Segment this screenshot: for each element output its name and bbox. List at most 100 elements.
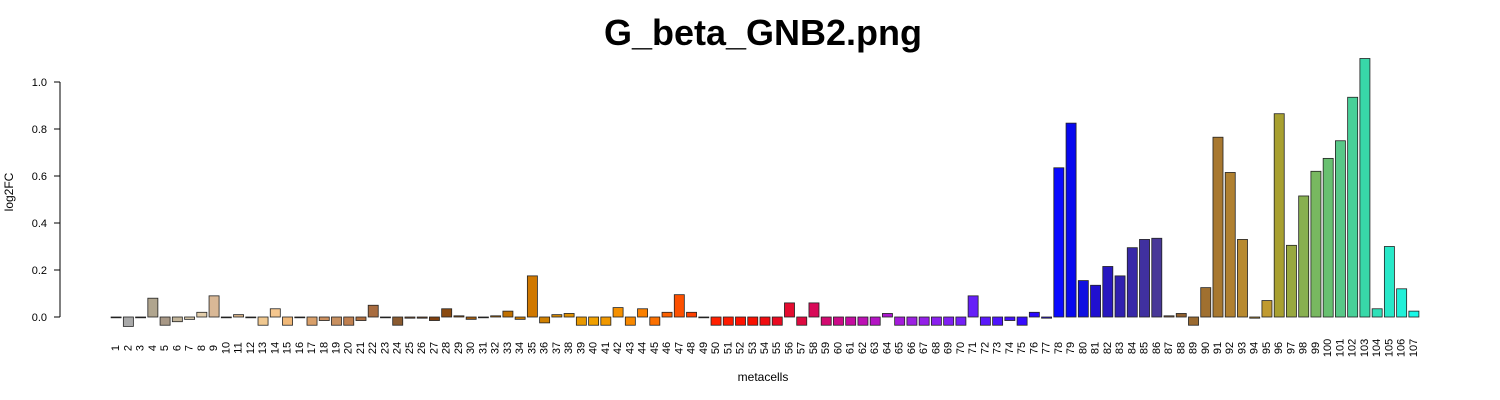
x-tick-label: 76 bbox=[1028, 342, 1040, 354]
x-tick-label: 70 bbox=[955, 342, 967, 354]
x-tick-label: 79 bbox=[1065, 342, 1077, 354]
bar-metacell-8 bbox=[196, 311, 208, 318]
x-tick-label: 64 bbox=[881, 342, 893, 354]
x-tick-label: 13 bbox=[257, 342, 269, 354]
x-axis-label: metacells bbox=[738, 370, 789, 384]
x-tick-label: 37 bbox=[551, 342, 563, 354]
bar-metacell-34 bbox=[514, 316, 526, 320]
bar-metacell-105 bbox=[1383, 246, 1395, 318]
bar-metacell-15 bbox=[282, 316, 293, 326]
bar-metacell-39 bbox=[575, 316, 587, 326]
bar-metacell-52 bbox=[735, 316, 746, 326]
x-tick-label: 50 bbox=[710, 342, 722, 354]
bar-metacell-14 bbox=[269, 308, 281, 318]
x-tick-label: 82 bbox=[1102, 342, 1114, 354]
bar-metacell-103 bbox=[1359, 58, 1371, 318]
bar-metacell-48 bbox=[686, 311, 697, 318]
bar-metacell-20 bbox=[343, 316, 355, 326]
x-tick-label: 92 bbox=[1224, 342, 1236, 354]
bar-metacell-68 bbox=[930, 316, 942, 326]
x-tick-label: 12 bbox=[245, 342, 257, 354]
x-tick-label: 94 bbox=[1249, 342, 1261, 354]
x-tick-label: 52 bbox=[735, 342, 747, 354]
bar-metacell-85 bbox=[1139, 239, 1150, 318]
bar-metacell-49 bbox=[698, 316, 710, 319]
x-tick-label: 103 bbox=[1359, 339, 1371, 357]
bar-metacell-35 bbox=[526, 275, 538, 318]
bar-metacell-81 bbox=[1090, 284, 1101, 318]
x-tick-label: 17 bbox=[306, 342, 318, 354]
x-tick-label: 60 bbox=[832, 342, 844, 354]
bar-metacell-41 bbox=[600, 316, 612, 326]
x-tick-label: 31 bbox=[477, 342, 489, 354]
x-tick-label: 2 bbox=[122, 345, 134, 351]
bar-metacell-104 bbox=[1371, 308, 1383, 318]
bar-metacell-50 bbox=[710, 316, 722, 326]
x-tick-label: 36 bbox=[539, 342, 551, 354]
bar-metacell-74 bbox=[1004, 316, 1016, 321]
bar-metacell-93 bbox=[1237, 239, 1248, 318]
x-tick-label: 32 bbox=[490, 342, 502, 354]
x-tick-label: 47 bbox=[673, 342, 685, 354]
x-tick-label: 56 bbox=[783, 342, 795, 354]
x-tick-label: 84 bbox=[1126, 342, 1138, 354]
bar-metacell-21 bbox=[355, 316, 367, 321]
x-tick-label: 83 bbox=[1114, 342, 1126, 354]
x-tick-label: 35 bbox=[526, 342, 538, 354]
x-tick-label: 93 bbox=[1236, 342, 1248, 354]
x-tick-label: 63 bbox=[869, 342, 881, 354]
x-tick-label: 87 bbox=[1163, 342, 1175, 354]
bar-metacell-65 bbox=[894, 316, 906, 326]
x-tick-label: 58 bbox=[808, 342, 820, 354]
x-tick-label: 62 bbox=[857, 342, 869, 354]
bar-metacell-63 bbox=[869, 316, 881, 326]
x-tick-label: 54 bbox=[759, 342, 771, 354]
bar-metacell-107 bbox=[1408, 310, 1420, 318]
x-tick-label: 90 bbox=[1200, 342, 1212, 354]
x-tick-label: 27 bbox=[428, 342, 440, 354]
bar-metacell-18 bbox=[318, 316, 330, 321]
x-tick-label: 39 bbox=[575, 342, 587, 354]
bar-metacell-19 bbox=[331, 316, 342, 326]
x-tick-label: 5 bbox=[159, 345, 171, 351]
bar-metacell-78 bbox=[1053, 167, 1065, 318]
bar-metacell-46 bbox=[661, 311, 673, 318]
x-tick-label: 107 bbox=[1408, 339, 1420, 357]
bar-metacell-96 bbox=[1273, 113, 1285, 318]
bar-metacell-47 bbox=[673, 294, 685, 318]
x-tick-label: 75 bbox=[1016, 342, 1028, 354]
x-tick-label: 51 bbox=[722, 342, 734, 354]
x-tick-label: 72 bbox=[979, 342, 991, 354]
x-tick-label: 45 bbox=[649, 342, 661, 354]
x-tick-label: 101 bbox=[1334, 339, 1346, 357]
bar-metacell-66 bbox=[906, 316, 918, 326]
x-tick-label: 29 bbox=[453, 342, 465, 354]
bar-metacell-102 bbox=[1347, 96, 1359, 318]
y-tick-label: 0.8 bbox=[32, 124, 47, 136]
bar-metacell-45 bbox=[649, 316, 661, 326]
bar-metacell-33 bbox=[502, 310, 514, 318]
x-tick-label: 74 bbox=[1004, 342, 1016, 354]
x-tick-label: 23 bbox=[379, 342, 391, 354]
x-tick-label: 55 bbox=[771, 342, 783, 354]
bar-metacell-53 bbox=[747, 316, 759, 326]
y-tick-label: 0.2 bbox=[32, 265, 47, 277]
bar-metacell-82 bbox=[1102, 266, 1114, 318]
bar-metacell-92 bbox=[1224, 172, 1236, 318]
bar-metacell-70 bbox=[955, 316, 967, 326]
bar-metacell-26 bbox=[416, 316, 428, 319]
x-tick-label: 69 bbox=[943, 342, 955, 354]
x-tick-label: 73 bbox=[992, 342, 1004, 354]
chart-title: G_beta_GNB2.png bbox=[604, 12, 922, 53]
bar-metacell-106 bbox=[1396, 288, 1408, 318]
bar-metacell-71 bbox=[967, 295, 979, 318]
bar-metacell-100 bbox=[1322, 157, 1334, 318]
bar-metacell-12 bbox=[245, 316, 257, 319]
x-tick-label: 7 bbox=[184, 345, 196, 351]
x-tick-label: 89 bbox=[1188, 342, 1200, 354]
x-tick-label: 57 bbox=[796, 342, 808, 354]
bar-metacell-75 bbox=[1016, 316, 1028, 326]
x-tick-label: 67 bbox=[918, 342, 930, 354]
bar-metacell-90 bbox=[1200, 287, 1212, 318]
